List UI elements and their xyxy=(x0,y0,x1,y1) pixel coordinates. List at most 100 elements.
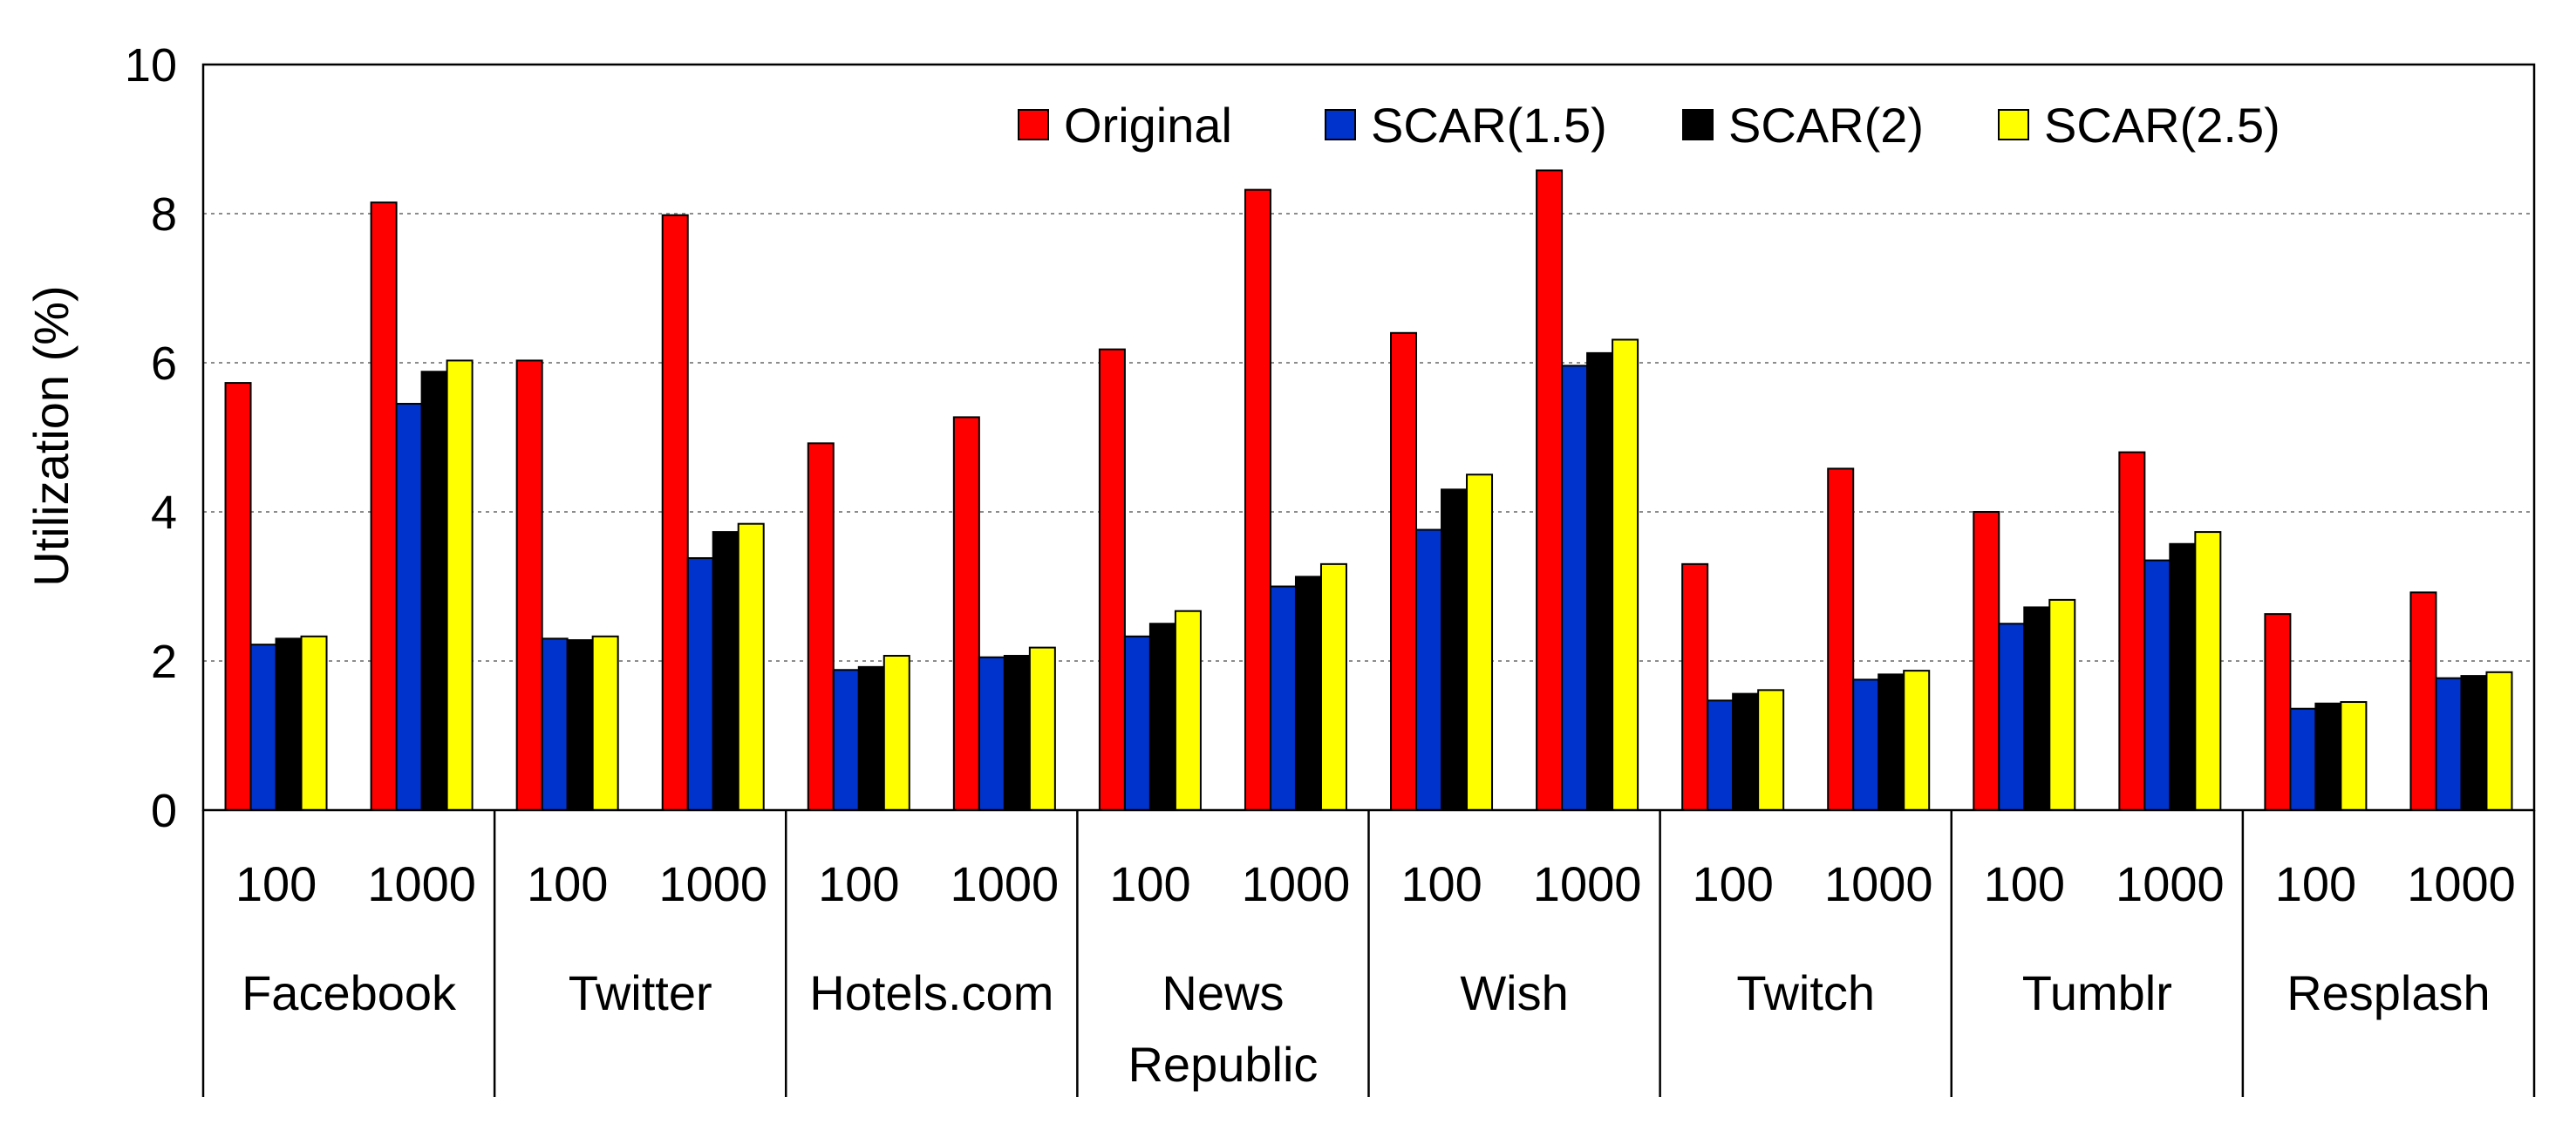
bar-scar-1-5 xyxy=(832,669,860,812)
x-group-label: Facebook xyxy=(242,965,457,1020)
x-subcategory-label: 100 xyxy=(235,856,317,911)
y-tick-label: 8 xyxy=(151,188,177,241)
bar-scar-2 xyxy=(1732,692,1760,811)
x-group-label: News xyxy=(1162,965,1284,1020)
bar-scar-2 xyxy=(1294,576,1322,811)
bar-scar-2-5 xyxy=(1028,646,1056,811)
x-subcategory-label: 100 xyxy=(2275,856,2356,911)
legend-label: SCAR(2.5) xyxy=(2044,98,2280,153)
bar-scar-1-5 xyxy=(2143,559,2171,811)
x-subcategory-label: 1000 xyxy=(1824,856,1933,911)
bar-scar-1-5 xyxy=(686,557,714,811)
x-subcategory-label: 1000 xyxy=(658,856,767,911)
x-group-label: Twitter xyxy=(569,965,712,1020)
x-group-label: Republic xyxy=(1128,1037,1318,1092)
bar-scar-1-5 xyxy=(2435,677,2463,811)
bar-scar-2 xyxy=(1586,351,1614,811)
bar-scar-2 xyxy=(1003,655,1031,812)
bar-original xyxy=(2409,591,2437,812)
y-tick-label: 0 xyxy=(151,785,177,837)
x-subcategory-label: 1000 xyxy=(2116,856,2225,911)
bar-scar-2 xyxy=(1877,673,1905,812)
x-subcategory-label: 1000 xyxy=(2407,856,2516,911)
bar-scar-2 xyxy=(2023,606,2051,811)
axes xyxy=(201,63,2536,1097)
bar-original xyxy=(1827,467,1855,811)
x-subcategory-label: 100 xyxy=(1400,856,1482,911)
x-subcategory-label: 100 xyxy=(1692,856,1773,911)
bar-scar-2-5 xyxy=(2340,701,2368,812)
x-subcategory-label: 100 xyxy=(527,856,608,911)
bar-scar-2-5 xyxy=(883,655,910,812)
bar-scar-1-5 xyxy=(1123,635,1151,811)
bar-scar-2 xyxy=(420,371,448,811)
bar-scar-1-5 xyxy=(1561,365,1589,811)
bar-scar-2-5 xyxy=(2485,671,2513,812)
bar-scar-1-5 xyxy=(2289,707,2317,811)
bar-original xyxy=(661,214,689,811)
y-tick-label: 2 xyxy=(151,636,177,688)
x-group-label: Hotels.com xyxy=(809,965,1053,1020)
bar-scar-2-5 xyxy=(2048,598,2076,812)
bar-original xyxy=(1973,511,2000,811)
x-category-labels: 100 1000 Facebook 100 1000 Twitter 100 1000 Hote… xyxy=(235,856,2516,1092)
legend-label: Original xyxy=(1064,98,1232,153)
bar-original xyxy=(515,359,543,811)
x-subcategory-label: 1000 xyxy=(367,856,476,911)
bar-scar-1-5 xyxy=(978,656,1005,811)
bar-scar-1-5 xyxy=(1707,699,1734,811)
bar-scar-1-5 xyxy=(1852,678,1880,811)
bar-scar-2 xyxy=(857,665,885,812)
bar-scar-2 xyxy=(2314,702,2342,811)
bar-scar-2-5 xyxy=(1319,562,1347,811)
bar-original xyxy=(807,442,835,811)
bar-scar-1-5 xyxy=(541,637,569,811)
bar-scar-2-5 xyxy=(1466,474,1494,811)
x-group-label: Tumblr xyxy=(2022,965,2172,1020)
legend-label: SCAR(2) xyxy=(1728,98,1924,153)
bar-scar-2-5 xyxy=(446,359,474,811)
bar-scar-1-5 xyxy=(1269,585,1297,811)
y-tick-label: 6 xyxy=(151,337,177,390)
bar-scar-2 xyxy=(275,637,303,811)
bar-scar-1-5 xyxy=(1415,528,1443,812)
x-subcategory-label: 100 xyxy=(1109,856,1190,911)
bar-scar-2-5 xyxy=(737,522,765,811)
bars xyxy=(224,169,2513,812)
bar-original xyxy=(370,201,398,812)
bar-scar-1-5 xyxy=(1998,623,2026,811)
bar-original xyxy=(1681,562,1709,811)
bar-original xyxy=(1536,169,1564,812)
y-axis-label: Utilization (%) xyxy=(24,285,78,586)
bar-scar-2 xyxy=(2460,675,2488,811)
bar-scar-2-5 xyxy=(1174,610,1202,812)
bar-scar-2 xyxy=(1441,488,1469,811)
bar-original xyxy=(224,382,252,811)
x-subcategory-label: 1000 xyxy=(1533,856,1642,911)
bar-original xyxy=(952,416,980,811)
bar-scar-2 xyxy=(1148,623,1176,811)
bar-original xyxy=(1244,188,1271,811)
bar-scar-2-5 xyxy=(591,635,619,811)
y-tick-label: 10 xyxy=(125,39,177,92)
x-subcategory-label: 1000 xyxy=(1242,856,1351,911)
x-group-label: Twitch xyxy=(1736,965,1875,1020)
x-group-label: Wish xyxy=(1460,965,1568,1020)
y-tick-labels: 0 2 4 6 8 10 xyxy=(125,39,177,837)
bar-scar-2-5 xyxy=(1612,338,1639,811)
bar-scar-2-5 xyxy=(1757,689,1785,811)
x-subcategory-label: 100 xyxy=(818,856,899,911)
x-subcategory-label: 100 xyxy=(1984,856,2065,911)
bar-original xyxy=(1390,331,1418,811)
bar-original xyxy=(2118,451,2146,811)
bar-original xyxy=(1098,348,1126,811)
bar-scar-2 xyxy=(2169,542,2197,811)
legend-swatch xyxy=(1682,109,1714,140)
legend-label: SCAR(1.5) xyxy=(1371,98,1607,153)
bar-scar-2-5 xyxy=(2194,531,2222,812)
x-subcategory-label: 1000 xyxy=(951,856,1060,911)
bar-scar-1-5 xyxy=(249,644,277,811)
legend-swatch xyxy=(1325,109,1356,140)
bar-scar-2 xyxy=(566,639,594,811)
